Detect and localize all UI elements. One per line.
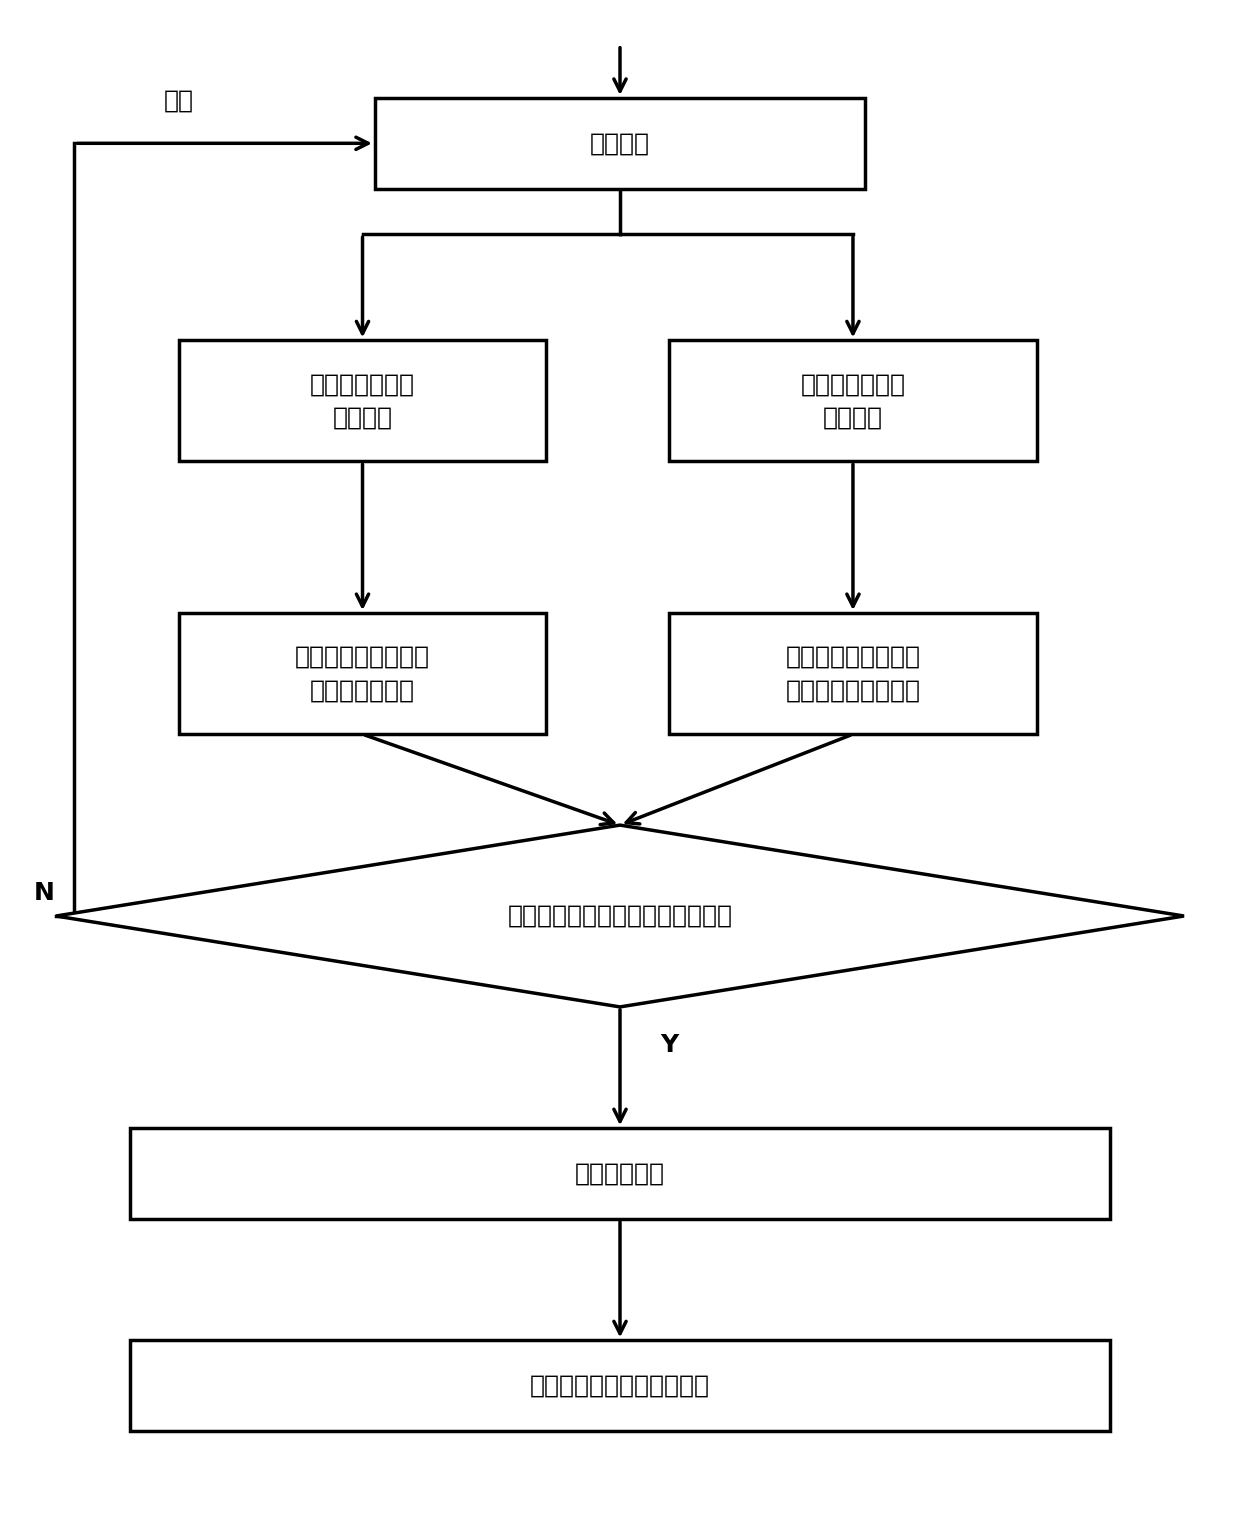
Text: 控制钢管连续感应淬火过程: 控制钢管连续感应淬火过程 bbox=[529, 1373, 711, 1398]
Text: 确定工艺参数: 确定工艺参数 bbox=[575, 1162, 665, 1185]
Text: Y: Y bbox=[660, 1032, 678, 1057]
FancyBboxPatch shape bbox=[129, 1128, 1111, 1219]
Text: 加热过程有限元
数值模拟: 加热过程有限元 数值模拟 bbox=[310, 372, 415, 430]
Polygon shape bbox=[56, 826, 1184, 1008]
FancyBboxPatch shape bbox=[670, 613, 1037, 734]
FancyBboxPatch shape bbox=[670, 341, 1037, 462]
Text: 淬火过程有限元
数值模拟: 淬火过程有限元 数值模拟 bbox=[801, 372, 905, 430]
Text: 工艺参数: 工艺参数 bbox=[590, 131, 650, 156]
Text: 达到钢管连续淬火的工艺控制要求: 达到钢管连续淬火的工艺控制要求 bbox=[507, 904, 733, 928]
Text: 建立输入参数与钢管
组织分布之间的关系: 建立输入参数与钢管 组织分布之间的关系 bbox=[785, 645, 920, 702]
FancyBboxPatch shape bbox=[374, 98, 866, 188]
FancyBboxPatch shape bbox=[129, 1341, 1111, 1431]
Text: 优化: 优化 bbox=[164, 89, 193, 113]
FancyBboxPatch shape bbox=[179, 341, 547, 462]
Text: 建立输入参数与钢管
温度之间的关系: 建立输入参数与钢管 温度之间的关系 bbox=[295, 645, 430, 702]
Text: N: N bbox=[33, 881, 55, 905]
FancyBboxPatch shape bbox=[179, 613, 547, 734]
